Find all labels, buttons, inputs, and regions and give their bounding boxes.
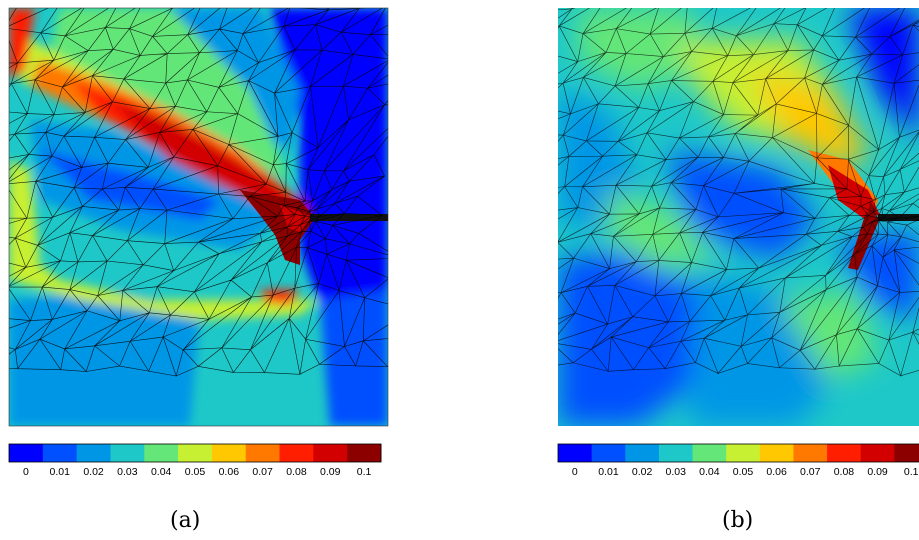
- colorbar-tick-label: 0.05: [185, 466, 206, 478]
- colorbar-tick-label: 0.09: [867, 466, 888, 478]
- colorbar-segment: [9, 444, 44, 462]
- colorbar-tick-label: 0.05: [733, 466, 754, 478]
- colorbar-segment: [313, 444, 348, 462]
- colorbar-tick-label: 0.02: [83, 466, 104, 478]
- colorbar-segment: [279, 444, 314, 462]
- mesh-plot-b: 0 0.01 0.02 0.03 0.04 0.05 0.06 0.07 0.08 0.09 0.1: [557, 8, 919, 478]
- colorbar-tick-label: 0.03: [117, 466, 138, 478]
- colorbar-tick-label: 0.02: [632, 466, 653, 478]
- colorbar-tick-label: 0.08: [286, 466, 307, 478]
- colorbar-tick-label: 0.07: [800, 466, 821, 478]
- colorbar-segment: [211, 444, 247, 462]
- colorbar-tick-label: 0.03: [666, 466, 687, 478]
- colorbar-segment: [894, 444, 919, 462]
- mesh-edges: [558, 8, 919, 377]
- colorbar-frame: [557, 443, 919, 463]
- colorbar-tick-label: 0: [572, 466, 578, 478]
- triangle-mesh-b: [558, 8, 919, 377]
- colorbar-tick-label: 0.06: [219, 466, 240, 478]
- colorbar-segment: [827, 444, 862, 462]
- colorbar-segment: [76, 444, 111, 462]
- colorbar-tick-label: 0.06: [766, 466, 787, 478]
- colorbar-segment: [144, 444, 179, 462]
- colorbar-segment: [793, 444, 828, 462]
- colorbar-segment: [625, 444, 660, 462]
- colorbar-tick-label: 0.1: [904, 466, 919, 478]
- colorbar-segment: [42, 444, 78, 462]
- caption-b: (b): [722, 508, 754, 533]
- colorbar-segment: [110, 444, 145, 462]
- colorbar-tick-label: 0.01: [50, 466, 71, 478]
- colorbar-b: 0 0.01 0.02 0.03 0.04 0.05 0.06 0.07 0.08 0.09 0.1: [557, 443, 919, 478]
- panel-b: 0 0.01 0.02 0.03 0.04 0.05 0.06 0.07 0.08 0.09 0.1…: [548, 0, 919, 540]
- colorbar-segment: [692, 444, 727, 462]
- colorbar-segment: [726, 444, 761, 462]
- colorbar-tick-label: 0.07: [252, 466, 273, 478]
- colorbar-segment: [591, 444, 626, 462]
- triangle-mesh-a: [9, 8, 388, 378]
- mesh-field-a: [9, 8, 388, 426]
- colorbar-tick-label: 0: [23, 466, 29, 478]
- colorbar-segment: [347, 444, 382, 462]
- colorbar-tick-label: 0.1: [357, 466, 372, 478]
- caption-a: (a): [170, 508, 201, 533]
- colorbar-segment: [658, 444, 694, 462]
- colorbar-tick-label: 0.01: [598, 466, 619, 478]
- mesh-plot-a: 0 0.01 0.02 0.03 0.04 0.05 0.06 0.07 0.08 0.09 0.1: [8, 7, 389, 478]
- colorbar-tick-label: 0.04: [151, 466, 172, 478]
- mesh-edges: [9, 8, 388, 378]
- colorbar-frame: [8, 443, 382, 463]
- colorbar-tick-label: 0.08: [834, 466, 855, 478]
- colorbar-tick-label: 0.09: [320, 466, 341, 478]
- colorbar-segment: [759, 444, 794, 462]
- colorbar-segment: [860, 444, 895, 462]
- colorbar-a: 0 0.01 0.02 0.03 0.04 0.05 0.06 0.07 0.08 0.09 0.1: [8, 443, 382, 478]
- colorbar-tick-label: 0.04: [699, 466, 720, 478]
- colorbar-segment: [178, 444, 213, 462]
- colorbar-segment: [558, 444, 593, 462]
- mesh-field-b: [558, 8, 919, 426]
- panel-a: 0 0.01 0.02 0.03 0.04 0.05 0.06 0.07 0.08 0.09 0.1…: [0, 0, 400, 540]
- colorbar-segment: [245, 444, 281, 462]
